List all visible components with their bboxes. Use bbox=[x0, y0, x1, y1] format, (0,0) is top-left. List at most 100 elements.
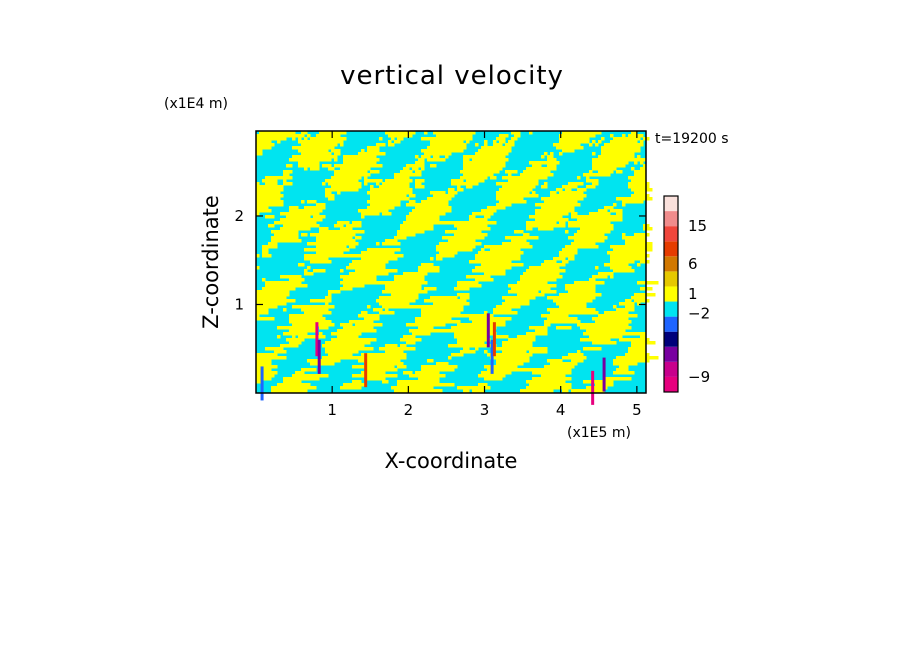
field-updraft-cell bbox=[445, 248, 449, 252]
field-updraft-cell bbox=[586, 179, 590, 183]
field-updraft-cell bbox=[577, 146, 581, 150]
field-updraft-cell bbox=[265, 347, 281, 351]
field-updraft-cell bbox=[466, 185, 473, 189]
field-updraft-cell bbox=[451, 236, 455, 240]
field-updraft-cell bbox=[520, 242, 524, 246]
field-updraft-cell bbox=[343, 131, 347, 135]
field-updraft-cell bbox=[433, 296, 437, 300]
field-updraft-cell bbox=[274, 185, 278, 189]
field-updraft-cell bbox=[550, 215, 560, 219]
field-updraft-cell bbox=[301, 152, 308, 156]
field-updraft-cell bbox=[619, 149, 626, 153]
field-updraft-cell bbox=[640, 293, 656, 297]
field-updraft-cell bbox=[610, 161, 617, 165]
field-updraft-cell bbox=[478, 221, 488, 225]
colorbar-level bbox=[664, 241, 678, 257]
field-updraft-cell bbox=[376, 149, 380, 153]
field-updraft-cell bbox=[520, 278, 524, 282]
field-updraft-cell bbox=[337, 173, 344, 177]
field-updraft-cell bbox=[256, 380, 260, 384]
field-updraft-cell bbox=[283, 134, 290, 138]
field-updraft-cell bbox=[322, 233, 335, 237]
field-updraft-cell bbox=[343, 188, 350, 192]
field-updraft-cell bbox=[427, 269, 440, 273]
field-updraft-cell bbox=[337, 251, 344, 255]
field-updraft-cell bbox=[340, 233, 350, 237]
field-updraft-cell bbox=[424, 200, 428, 204]
field-updraft-cell bbox=[610, 275, 614, 279]
field-updraft-cell bbox=[568, 386, 572, 390]
field-updraft-cell bbox=[256, 209, 260, 213]
field-updraft-cell bbox=[346, 176, 350, 180]
field-updraft-cell bbox=[463, 155, 470, 159]
field-updraft-cell bbox=[595, 380, 608, 384]
field-updraft-cell bbox=[361, 254, 365, 258]
field-updraft-cell bbox=[619, 155, 623, 159]
field-updraft-cell bbox=[313, 146, 317, 150]
field-updraft-cell bbox=[553, 371, 572, 375]
field-updraft-cell bbox=[394, 236, 407, 240]
field-updraft-cell bbox=[601, 149, 605, 153]
field-updraft-cell bbox=[586, 134, 593, 138]
field-updraft-cell bbox=[436, 374, 446, 378]
field-updraft-cell bbox=[640, 173, 647, 177]
field-updraft-cell bbox=[508, 191, 518, 195]
field-updraft-cell bbox=[397, 365, 407, 369]
field-updraft-cell bbox=[574, 233, 578, 237]
field-updraft-cell bbox=[544, 260, 554, 264]
field-updraft-cell bbox=[370, 161, 377, 165]
field-updraft-cell bbox=[262, 299, 275, 303]
field-updraft-cell bbox=[301, 326, 317, 330]
field-updraft-cell bbox=[256, 305, 269, 309]
field-updraft-cell bbox=[475, 143, 479, 147]
field-updraft-cell bbox=[355, 236, 362, 240]
field-updraft-cell bbox=[307, 209, 314, 213]
field-updraft-cell bbox=[424, 209, 434, 213]
field-updraft-cell bbox=[487, 263, 500, 267]
field-updraft-cell bbox=[610, 254, 614, 258]
field-updraft-cell bbox=[487, 149, 491, 153]
field-updraft-cell bbox=[280, 344, 299, 348]
field-updraft-cell bbox=[448, 299, 458, 303]
field-updraft-cell bbox=[271, 194, 275, 198]
field-updraft-cell bbox=[265, 302, 272, 306]
field-updraft-cell bbox=[274, 350, 287, 354]
field-updraft-cell bbox=[565, 230, 569, 234]
field-updraft-cell bbox=[325, 149, 329, 153]
field-updraft-cell bbox=[319, 362, 326, 366]
field-updraft-cell bbox=[628, 185, 638, 189]
field-updraft-cell bbox=[403, 287, 407, 291]
field-updraft-cell bbox=[499, 188, 506, 192]
field-updraft-cell bbox=[433, 299, 443, 303]
field-updraft-cell bbox=[613, 155, 620, 159]
field-updraft-cell bbox=[436, 248, 440, 252]
field-updraft-cell bbox=[445, 134, 452, 138]
field-updraft-cell bbox=[430, 143, 434, 147]
field-updraft-cell bbox=[565, 137, 569, 141]
field-updraft-cell bbox=[322, 164, 326, 168]
field-updraft-cell bbox=[283, 287, 296, 291]
field-updraft-cell bbox=[451, 320, 461, 324]
field-updraft-cell bbox=[508, 245, 515, 249]
field-updraft-cell bbox=[613, 371, 620, 375]
field-updraft-cell bbox=[439, 143, 443, 147]
field-updraft-cell bbox=[262, 185, 272, 189]
field-updraft-cell bbox=[490, 161, 494, 165]
field-updraft-cell bbox=[361, 371, 365, 375]
field-updraft-cell bbox=[523, 272, 539, 276]
field-updraft-cell bbox=[478, 170, 482, 174]
field-updraft-cell bbox=[439, 206, 449, 210]
field-updraft-cell bbox=[511, 140, 515, 144]
field-updraft-cell bbox=[559, 137, 563, 141]
field-updraft-cell bbox=[637, 263, 641, 267]
field-updraft-cell bbox=[454, 134, 461, 138]
field-updraft-cell bbox=[469, 245, 476, 249]
field-updraft-cell bbox=[292, 233, 296, 237]
field-updraft-cell bbox=[307, 152, 311, 156]
field-updraft-cell bbox=[295, 134, 302, 138]
field-updraft-cell bbox=[325, 239, 332, 243]
field-updraft-cell bbox=[499, 359, 518, 363]
field-updraft-cell bbox=[472, 332, 479, 336]
field-updraft-cell bbox=[439, 212, 446, 216]
field-updraft-cell bbox=[376, 314, 380, 318]
